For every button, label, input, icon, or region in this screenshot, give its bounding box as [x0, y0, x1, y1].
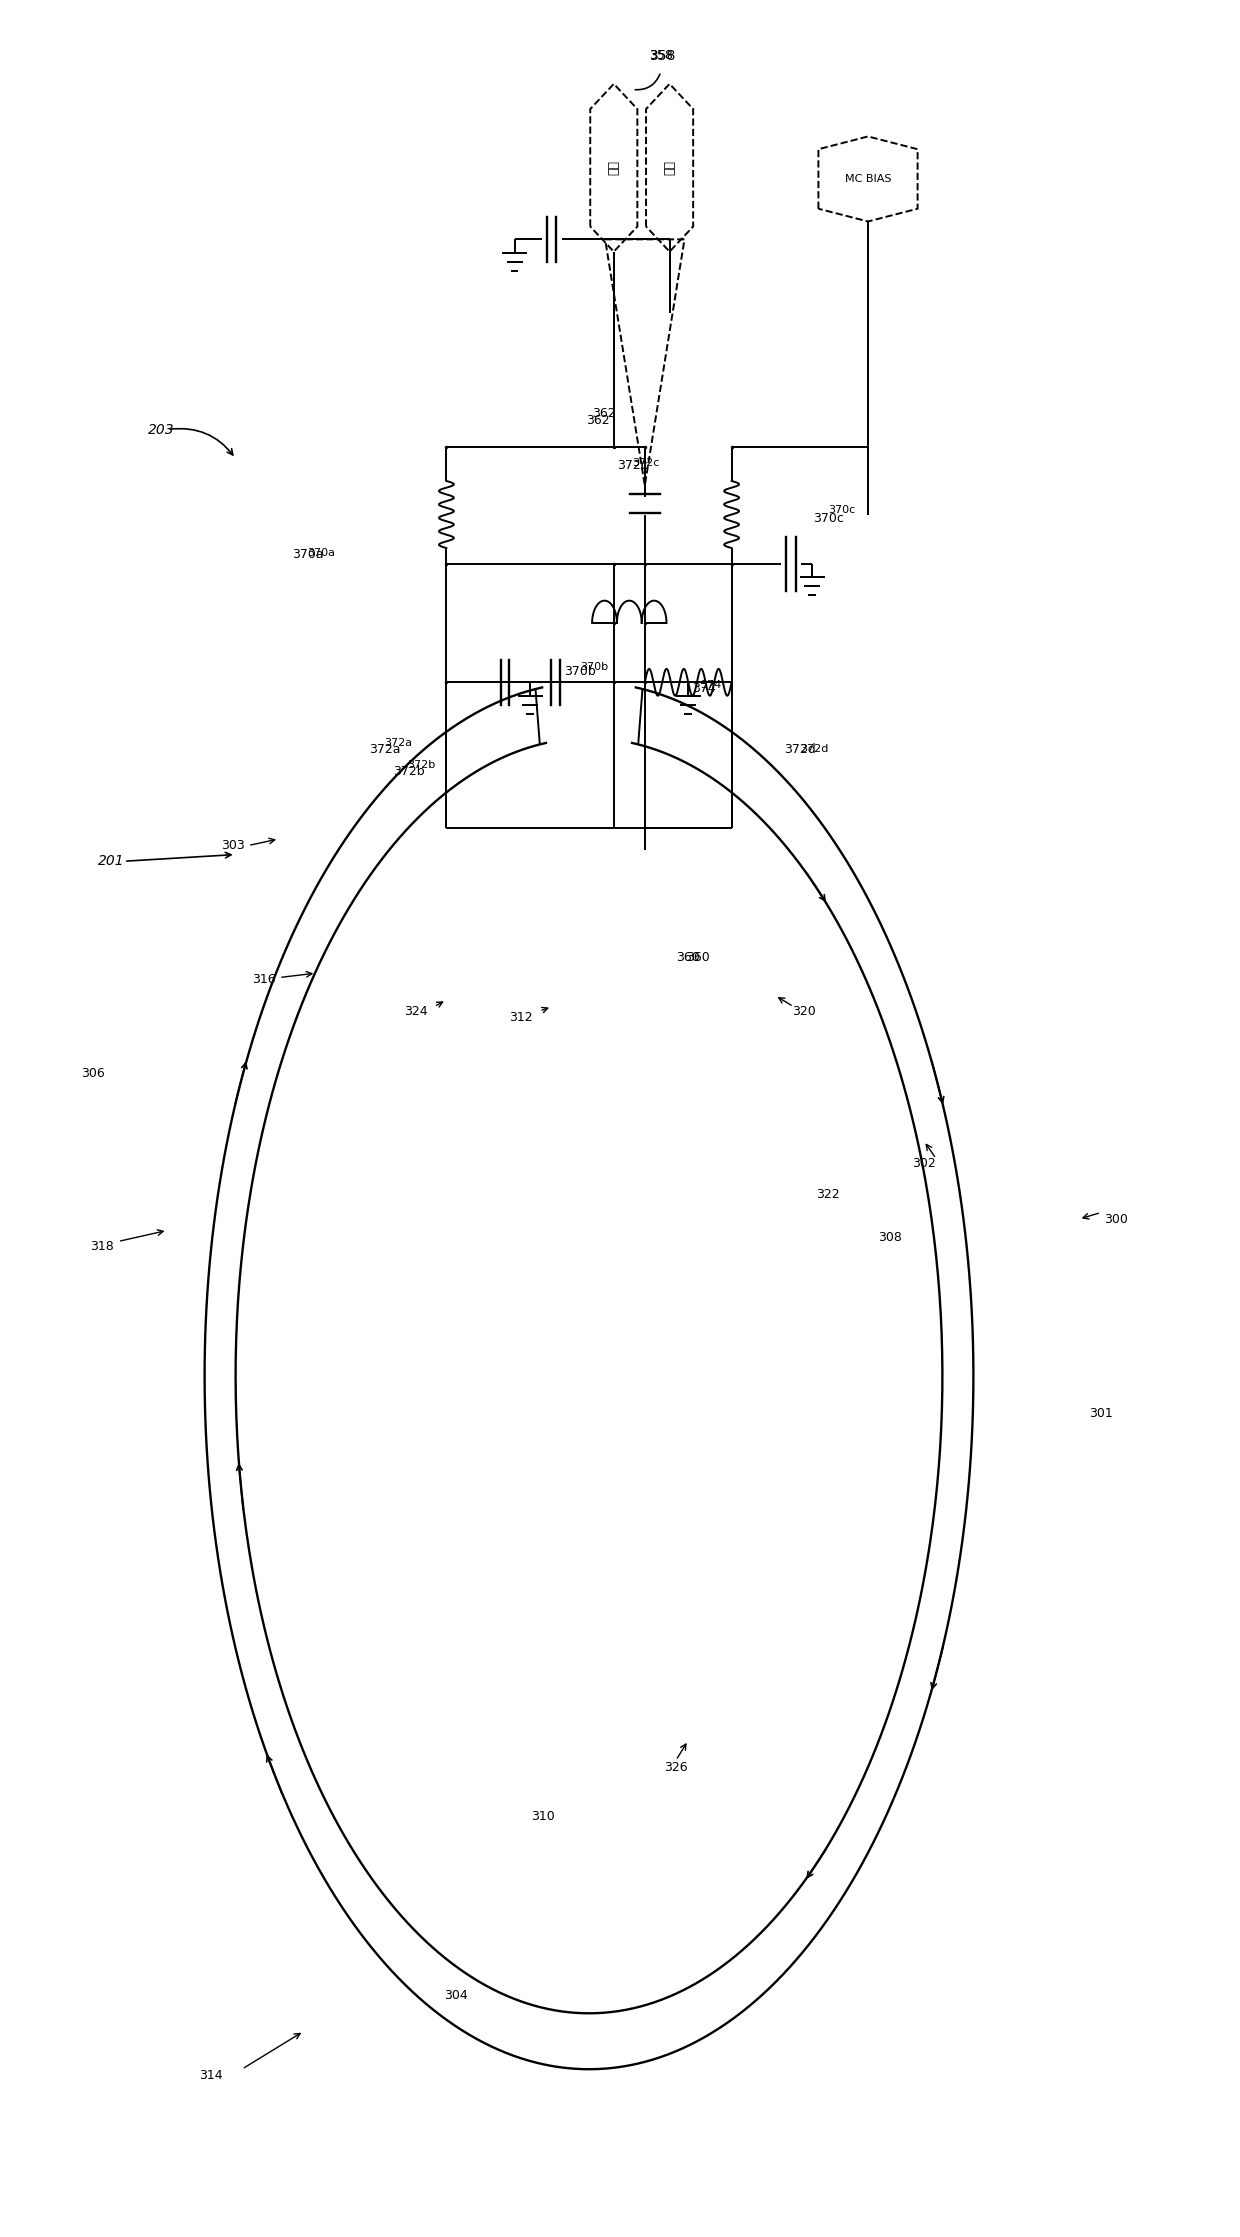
Text: 372c: 372c — [632, 459, 660, 468]
Text: 312: 312 — [508, 1011, 533, 1025]
Text: 372a: 372a — [384, 738, 413, 747]
Text: 370a: 370a — [308, 548, 336, 557]
Text: 322: 322 — [816, 1188, 841, 1201]
Text: 370c: 370c — [828, 506, 856, 515]
Text: MC BIAS: MC BIAS — [844, 174, 892, 183]
Text: 201: 201 — [98, 855, 125, 868]
Text: 304: 304 — [444, 1989, 469, 2002]
Text: 203: 203 — [148, 423, 175, 436]
Text: 374: 374 — [692, 682, 717, 696]
Text: 316: 316 — [252, 973, 277, 987]
Text: 300: 300 — [1104, 1212, 1128, 1226]
Text: 360: 360 — [686, 951, 709, 964]
Text: 362: 362 — [585, 414, 610, 427]
Text: 射频: 射频 — [663, 161, 676, 174]
Text: 303: 303 — [221, 839, 246, 852]
Text: 314: 314 — [198, 2069, 223, 2083]
Text: 372c: 372c — [618, 459, 647, 472]
Text: 320: 320 — [791, 1004, 816, 1018]
Text: 370c: 370c — [813, 512, 843, 526]
Text: 372d: 372d — [800, 745, 828, 754]
Text: 372a: 372a — [368, 743, 401, 756]
Text: 301: 301 — [1089, 1407, 1114, 1420]
Text: 358: 358 — [649, 49, 673, 63]
Text: 310: 310 — [531, 1810, 556, 1823]
Text: 326: 326 — [663, 1761, 688, 1774]
Text: 362: 362 — [591, 407, 616, 421]
Text: 308: 308 — [878, 1230, 903, 1244]
Text: 370b: 370b — [580, 662, 609, 671]
Text: 372b: 372b — [407, 761, 435, 770]
Text: 370a: 370a — [291, 548, 324, 561]
Text: 318: 318 — [89, 1239, 114, 1253]
Text: 306: 306 — [81, 1067, 105, 1080]
Text: 372b: 372b — [393, 765, 425, 778]
Text: 358: 358 — [650, 49, 677, 63]
Text: 324: 324 — [403, 1004, 428, 1018]
Text: 374: 374 — [701, 680, 722, 689]
Text: 接地: 接地 — [608, 161, 620, 174]
Text: 372d: 372d — [784, 743, 816, 756]
Text: 360: 360 — [676, 951, 701, 964]
Text: 302: 302 — [911, 1157, 936, 1170]
Text: 370b: 370b — [564, 664, 596, 678]
